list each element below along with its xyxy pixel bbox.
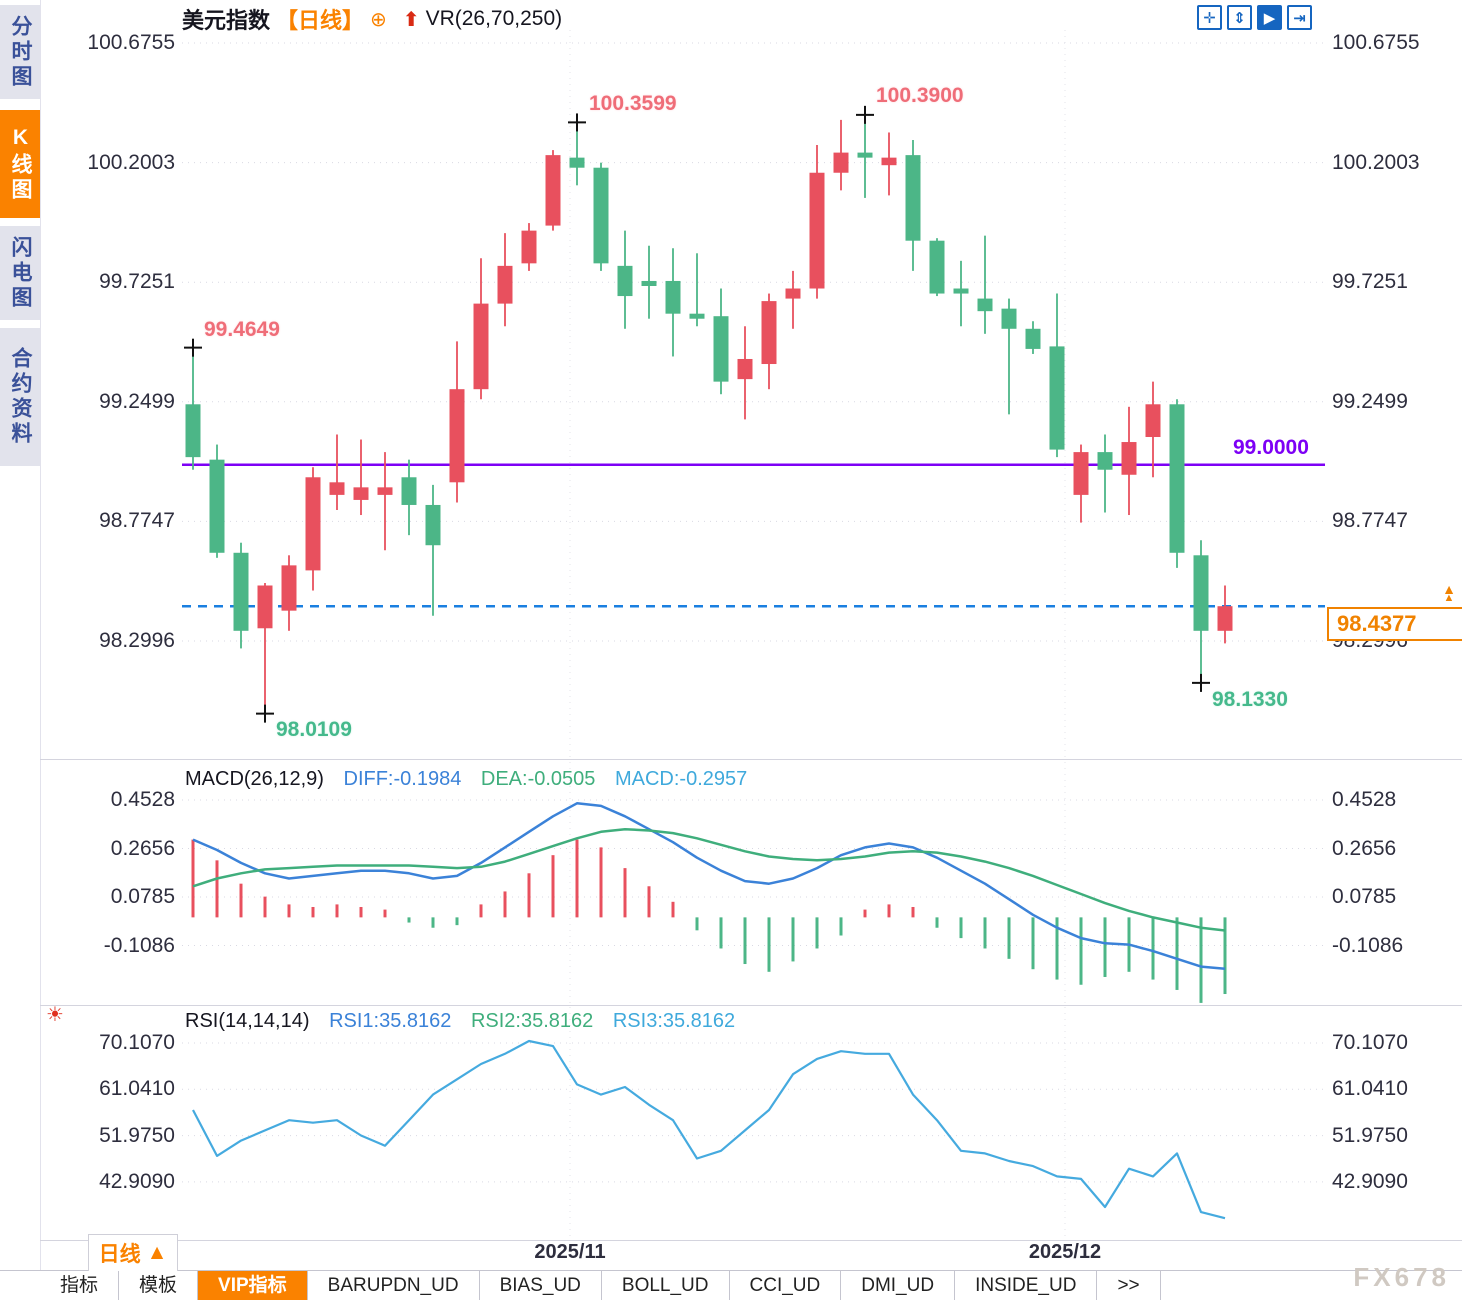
sidebar-item-contract-info[interactable]: 合约资料 [0, 328, 40, 466]
price-y-axis-label: 98.7747 [1332, 509, 1408, 533]
price-y-axis-label: 98.7747 [99, 509, 175, 533]
macd-macd-value: MACD:-0.2957 [614, 768, 748, 790]
rsi-y-axis-label: 70.1070 [1332, 1031, 1408, 1054]
current-price-tag: 98.4377 [1327, 607, 1462, 642]
rsi-y-axis-label: 51.9750 [99, 1123, 175, 1147]
rsi-y-axis-label: 61.0410 [1332, 1077, 1408, 1101]
signal-up-arrow-icon: ⬆ [402, 8, 420, 31]
rsi-params: RSI(14,14,14) [185, 1010, 310, 1032]
macd-y-axis-label: 0.0785 [1332, 885, 1397, 909]
price-y-axis-label: 99.2499 [99, 389, 175, 413]
annotation-low-98-0109: 98.0109 [276, 718, 352, 741]
price-y-axis-label: 100.6755 [1332, 31, 1420, 54]
macd-params: MACD(26,12,9) [185, 768, 324, 790]
price-up-arrow-icon: ▲ ▲ [1440, 581, 1458, 605]
play-scale-icon[interactable]: ▶ [1257, 5, 1282, 30]
indicator-tab-[interactable]: >> [1097, 1271, 1161, 1300]
watermark: FX678 [1353, 1262, 1450, 1292]
chevron-up-icon: ▲ [146, 1241, 168, 1264]
rsi2-value: RSI2:35.8162 [470, 1010, 594, 1032]
sidebar-item-flash-chart[interactable]: 闪电图 [0, 226, 40, 320]
period-dropdown-label: 日线 [98, 1243, 141, 1266]
indicator-tab-cci_ud[interactable]: CCI_UD [729, 1271, 842, 1300]
rsi-y-axis-label: 51.9750 [1332, 1123, 1408, 1147]
jump-latest-icon[interactable]: ⇥ [1287, 5, 1312, 30]
indicator-tab-[interactable]: 模板 [119, 1271, 199, 1300]
macd-diff-value: DIFF:-0.1984 [343, 768, 462, 790]
instrument-name: 美元指数 [182, 8, 271, 33]
price-up-arrow-glyph: ▲ [1442, 581, 1456, 598]
price-y-axis-label: 100.2003 [87, 150, 175, 174]
vr-indicator-label: VR(26,70,250) [425, 7, 563, 30]
indicator-tab-boll_ud[interactable]: BOLL_UD [601, 1271, 730, 1300]
sidebar-item-time-chart[interactable]: 分时图 [0, 5, 40, 99]
annotation-high-100-3599: 100.3599 [589, 92, 677, 115]
x-axis-month-label: 2025/11 [534, 1241, 606, 1263]
price-up-arrow-glyph: ▲ [1443, 592, 1455, 605]
axis-scale-icon[interactable]: ⇕ [1227, 5, 1252, 30]
annotation-low-98-1330: 98.1330 [1212, 688, 1288, 711]
macd-y-axis-label: -0.1086 [103, 933, 175, 957]
indicator-tab-inside_ud[interactable]: INSIDE_UD [955, 1271, 1098, 1300]
rsi-y-axis-label: 42.9090 [1332, 1169, 1408, 1193]
rsi-y-axis-label: 70.1070 [99, 1031, 175, 1054]
tabbar-corner [0, 1270, 40, 1300]
macd-y-axis-label: 0.4528 [110, 788, 175, 811]
macd-header: MACD(26,12,9) DIFF:-0.1984 DEA:-0.0505 M… [185, 768, 747, 791]
macd-y-axis-label: 0.4528 [1332, 788, 1397, 811]
price-y-axis-label: 98.2996 [99, 628, 175, 652]
macd-dea-value: DEA:-0.0505 [480, 768, 596, 790]
period-dropdown-button[interactable]: 日线 ▲ [88, 1234, 178, 1271]
price-y-axis-label: 99.2499 [1332, 389, 1408, 413]
indicator-tab-dmi_ud[interactable]: DMI_UD [841, 1271, 956, 1300]
macd-y-axis-label: 0.0785 [110, 885, 175, 909]
annotation-high-100-3900: 100.3900 [876, 84, 964, 107]
indicator-tab-[interactable]: 指标 [40, 1271, 120, 1300]
price-y-axis-label: 99.7251 [99, 270, 175, 294]
indicator-tab-barupdn_ud[interactable]: BARUPDN_UD [307, 1271, 480, 1300]
indicator-tabbar: 指标 模板 VIP指标 BARUPDN_UD BIAS_UD BOLL_UD CCI_UD D… [40, 1270, 1462, 1300]
macd-y-axis-label: 0.2656 [110, 836, 175, 860]
rsi-header: RSI(14,14,14) RSI1:35.8162 RSI2:35.8162 … [185, 1010, 735, 1033]
indicator-tab-vip[interactable]: VIP指标 [198, 1271, 308, 1300]
price-y-axis-label: 100.2003 [1332, 150, 1420, 174]
sun-icon[interactable]: ☀ [46, 1004, 64, 1026]
macd-y-axis-label: 0.2656 [1332, 836, 1397, 860]
sidebar-item-candle-chart[interactable]: K线图 [0, 110, 40, 218]
chart-type-sidebar: 分时图 K线图 闪电图 合约资料 ☀ [0, 0, 64, 1300]
macd-y-axis-label: -0.1086 [1332, 933, 1404, 957]
hline-price-label: 99.0000 [1233, 436, 1309, 459]
crosshair-icon[interactable]: ✛ [1197, 5, 1222, 30]
target-icon[interactable]: ⊕ [370, 8, 387, 31]
price-y-axis-label: 99.7251 [1332, 270, 1408, 294]
rsi-y-axis-label: 42.9090 [99, 1169, 175, 1193]
indicator-tab-bias_ud[interactable]: BIAS_UD [479, 1271, 602, 1300]
period-tag[interactable]: 【日线】 [276, 8, 365, 33]
x-axis-month-label: 2025/12 [1028, 1241, 1102, 1263]
chart-title-row: 美元指数 【日线】 ⊕ ⬆ VR(26,70,250) [182, 5, 562, 33]
rsi-y-axis-label: 61.0410 [99, 1077, 175, 1101]
price-y-axis-label: 100.6755 [87, 31, 175, 54]
rsi1-value: RSI1:35.8162 [329, 1010, 452, 1032]
annotation-high-99-4649: 99.4649 [204, 318, 280, 341]
rsi3-value: RSI3:35.8162 [612, 1010, 736, 1032]
